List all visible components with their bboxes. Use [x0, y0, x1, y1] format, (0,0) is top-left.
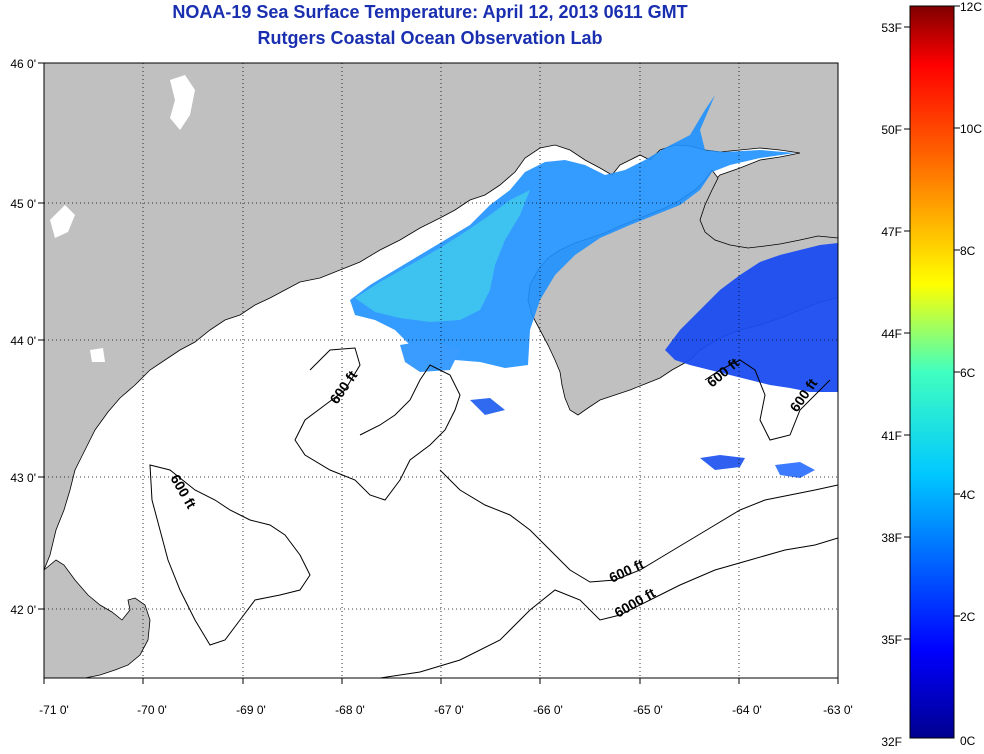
contour-6000ft [379, 537, 838, 678]
lon-label: -64 0' [732, 703, 762, 717]
cloud-patch-sw [90, 348, 105, 362]
contour-600ft-east [704, 359, 831, 441]
lon-label: -67 0' [434, 703, 464, 717]
colorbar-f-label: 44F [881, 327, 902, 341]
lon-label: -68 0' [335, 703, 365, 717]
lat-label: 46 0' [10, 57, 36, 71]
lat-label: 42 0' [10, 603, 36, 617]
sst-scotian-shelf [665, 243, 838, 392]
lon-label: -66 0' [533, 703, 563, 717]
lon-label: -71 0' [39, 703, 69, 717]
colorbar-c-label: 10C [960, 122, 982, 136]
sst-patch-mid [400, 340, 460, 372]
cloud-patch-nw [170, 75, 195, 130]
map-subtitle: Rutgers Coastal Ocean Observation Lab [257, 28, 603, 48]
colorbar-f-label: 32F [881, 735, 902, 749]
lat-label: 44 0' [10, 334, 36, 348]
colorbar-f-label: 50F [881, 123, 902, 137]
colorbar-c-label: 2C [960, 610, 976, 624]
lat-label: 43 0' [10, 471, 36, 485]
colorbar-c-label: 4C [960, 488, 976, 502]
lon-label: -69 0' [236, 703, 266, 717]
cloud-patch-w [50, 205, 75, 238]
colorbar-f-label: 47F [881, 225, 902, 239]
colorbar-f-label: 35F [881, 633, 902, 647]
lat-label: 45 0' [10, 197, 36, 211]
graticule [44, 63, 838, 678]
sst-bay-of-fundy-cyan [355, 190, 530, 322]
sst-patch-mid2 [470, 398, 505, 415]
colorbar-ticks [904, 5, 960, 640]
colorbar-f-label: 38F [881, 531, 902, 545]
contour-600ft-central [294, 347, 461, 501]
colorbar-c-label: 0C [960, 734, 976, 748]
colorbar [909, 5, 955, 739]
map-title: NOAA-19 Sea Surface Temperature: April 1… [172, 2, 688, 22]
lon-label: -65 0' [633, 703, 663, 717]
sst-patch-east [700, 455, 745, 470]
sst-patch-east2 [775, 462, 815, 478]
colorbar-f-label: 53F [881, 21, 902, 35]
lon-label: -63 0' [823, 703, 853, 717]
contour-600ft-west [149, 464, 311, 646]
colorbar-c-label: 12C [960, 0, 982, 14]
land-massachusetts [44, 559, 151, 678]
colorbar-c-label: 6C [960, 366, 976, 380]
lon-label: -70 0' [137, 703, 167, 717]
axis-ticks [38, 62, 839, 684]
contour-600ft-south [439, 469, 838, 583]
colorbar-f-label: 41F [881, 429, 902, 443]
colorbar-c-label: 8C [960, 244, 976, 258]
